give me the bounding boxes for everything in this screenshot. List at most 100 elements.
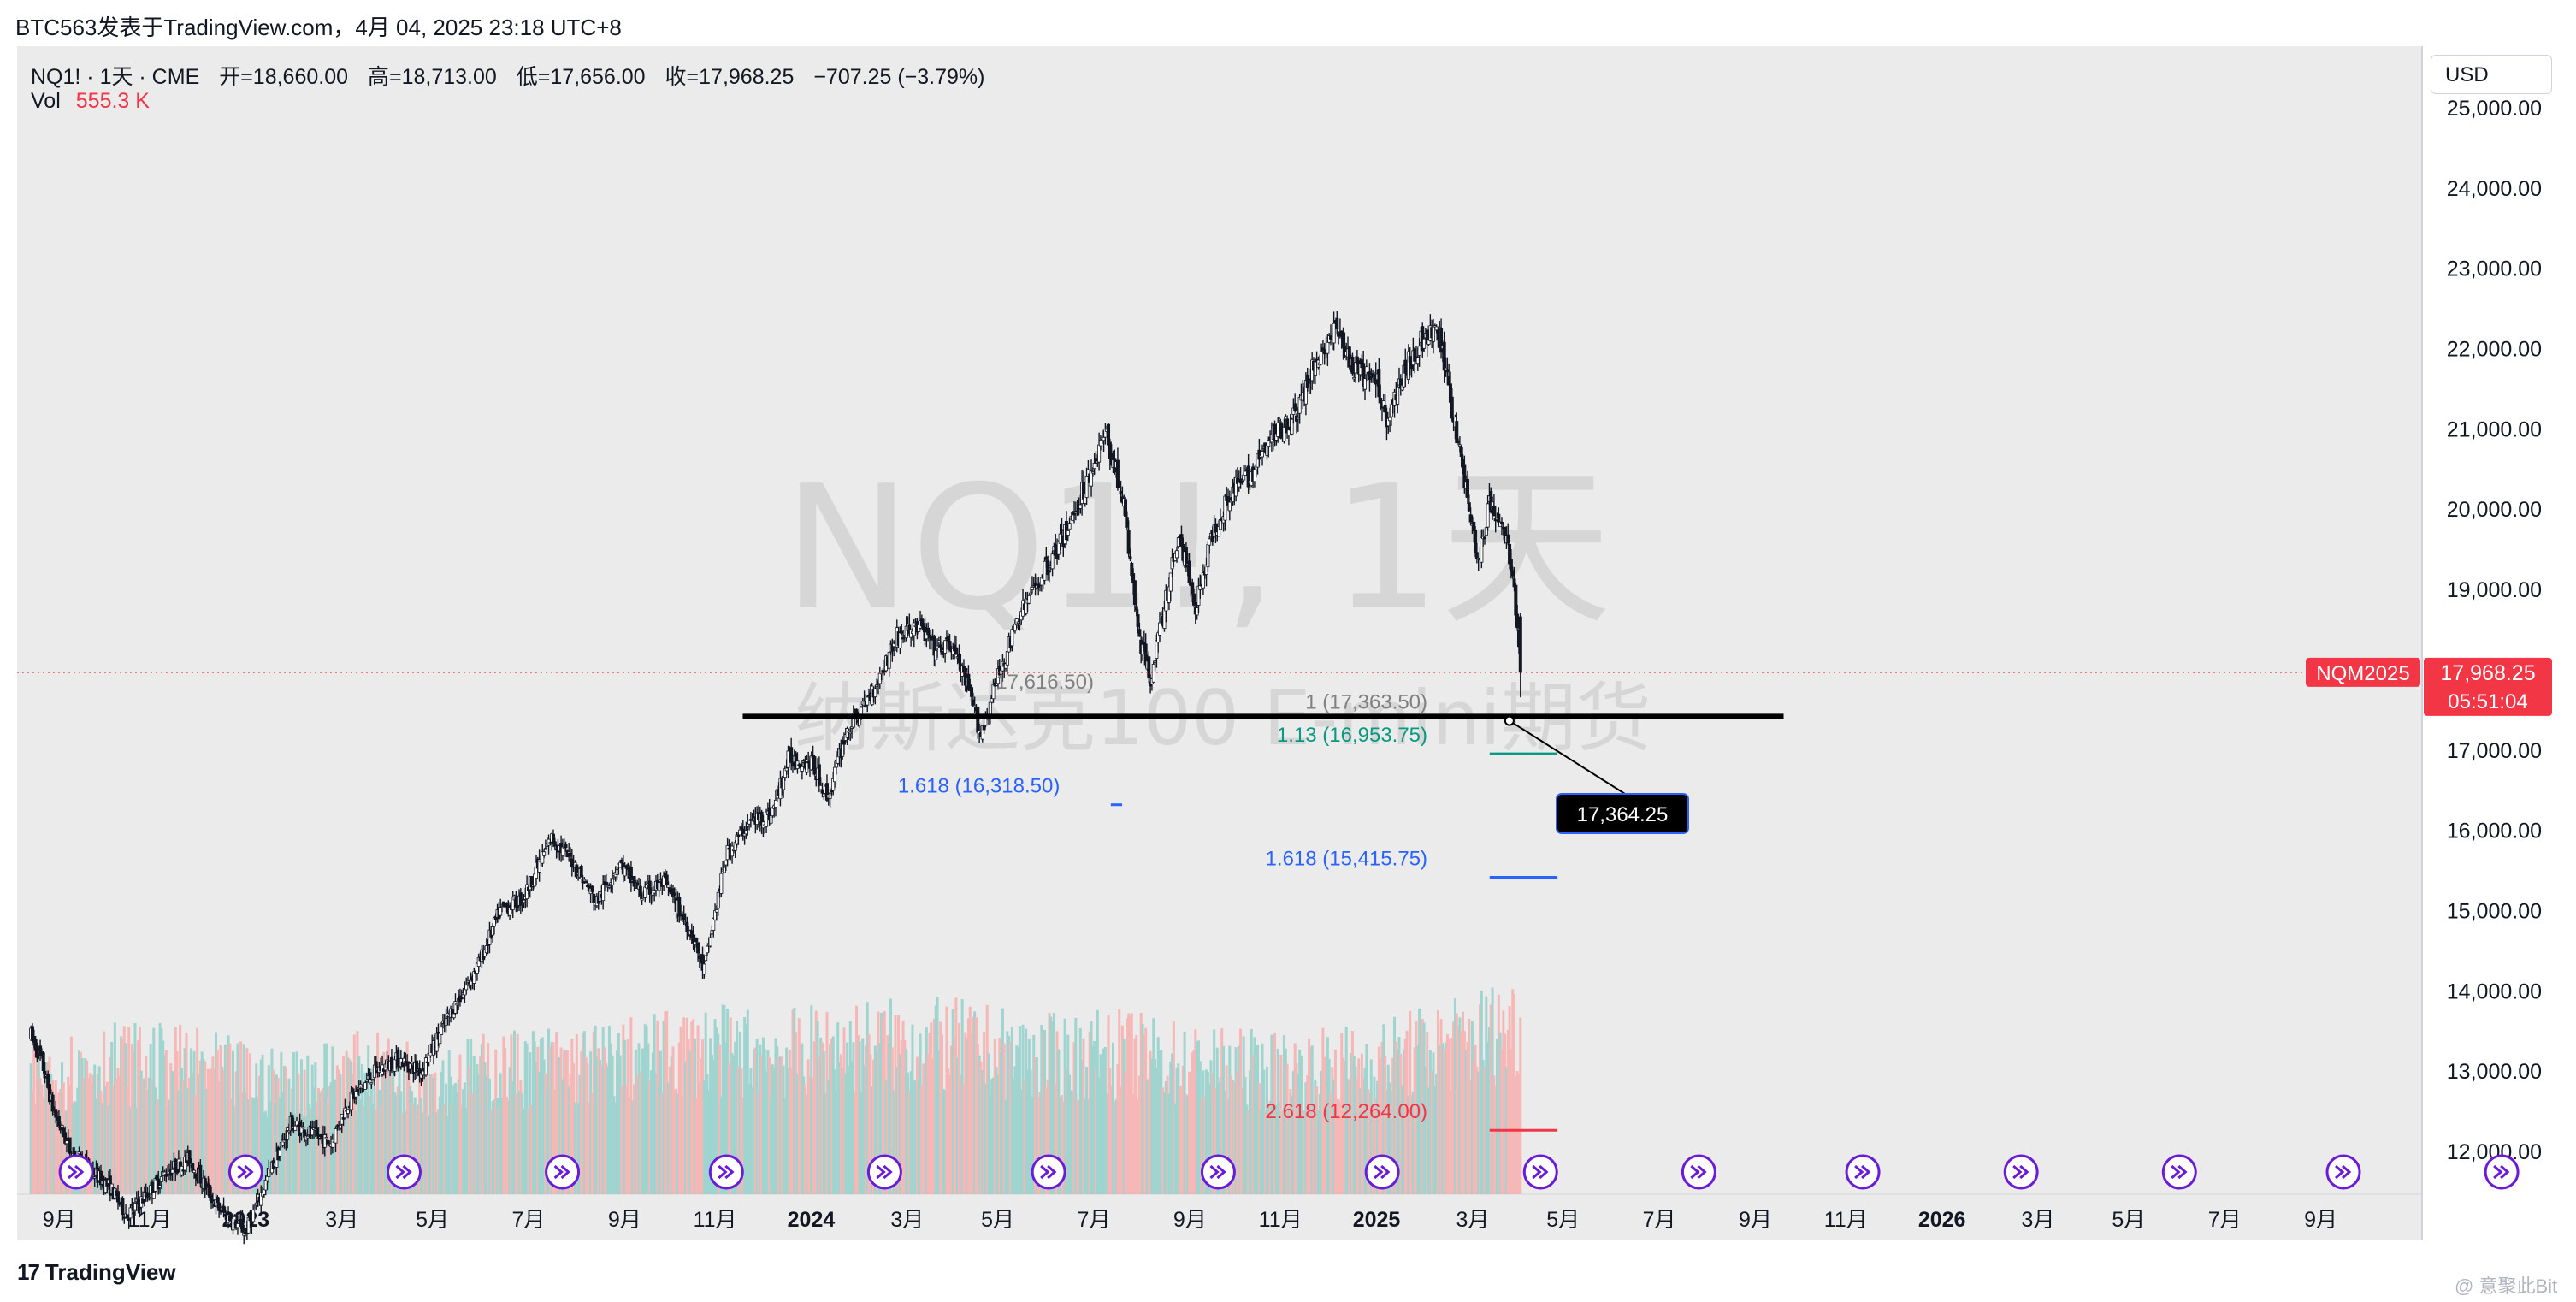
volume-bar: [614, 1102, 617, 1194]
volume-bar: [553, 1089, 557, 1194]
event-marker-icon[interactable]: [1200, 1154, 1236, 1190]
volume-bar: [413, 1097, 417, 1194]
volume-bar: [1043, 1029, 1046, 1194]
volume-bar: [1135, 1034, 1138, 1194]
candle-body: [611, 879, 615, 885]
volume-bar: [1264, 1110, 1267, 1194]
volume-bar: [617, 1033, 620, 1194]
event-marker-icon[interactable]: [866, 1154, 902, 1190]
candle-body: [128, 1207, 133, 1219]
event-marker-icon[interactable]: [386, 1154, 422, 1190]
volume-bar: [44, 1062, 48, 1194]
volume-bar: [1310, 1045, 1314, 1194]
event-marker-icon[interactable]: [1522, 1154, 1558, 1190]
volume-bar: [1318, 1093, 1321, 1194]
candle-body: [459, 997, 464, 1000]
volume-bar: [1333, 1049, 1337, 1194]
volume-bar: [808, 1076, 812, 1194]
candle-body: [368, 1072, 372, 1080]
candle-body: [43, 1070, 47, 1079]
volume-bar: [409, 1086, 412, 1194]
volume-bar: [985, 1004, 989, 1194]
volume-bar: [724, 1042, 728, 1194]
volume-bar: [476, 1064, 479, 1194]
volume-bar: [396, 1086, 399, 1194]
event-marker-icon[interactable]: [2003, 1154, 2039, 1190]
volume-bar: [169, 1062, 173, 1194]
volume-bar: [240, 1092, 244, 1194]
event-marker-icon[interactable]: [2161, 1154, 2197, 1190]
volume-bar: [609, 1043, 612, 1194]
volume-bar: [267, 1065, 270, 1194]
tradingview-logo[interactable]: 17 TradingView: [17, 1259, 176, 1286]
volume-bar: [998, 1038, 1001, 1194]
event-marker-icon[interactable]: [1681, 1154, 1716, 1190]
volume-bar: [759, 1044, 762, 1194]
volume-bar: [552, 1042, 555, 1194]
event-marker-icon[interactable]: [227, 1154, 263, 1190]
volume-bar: [920, 1085, 924, 1194]
volume-bar: [1384, 1056, 1387, 1194]
event-marker-icon[interactable]: [708, 1154, 744, 1190]
fib-level-label: 1.618 (15,415.75): [1266, 847, 1427, 870]
event-marker-icon[interactable]: [545, 1154, 581, 1190]
volume-bar: [1477, 1071, 1480, 1194]
volume-bar: [709, 1038, 712, 1194]
candle-body: [1029, 592, 1033, 595]
candle-body: [1332, 323, 1336, 344]
callout-anchor: [1504, 715, 1515, 726]
volume-bar: [547, 1028, 551, 1194]
event-marker-icon[interactable]: [58, 1154, 94, 1190]
volume-bar: [747, 1084, 751, 1194]
currency-button[interactable]: USD: [2431, 55, 2552, 94]
volume-bar: [535, 1062, 538, 1194]
volume-bar: [804, 1084, 807, 1194]
volume-bar: [286, 1118, 289, 1194]
volume-bar: [1147, 1078, 1150, 1194]
event-marker-icon[interactable]: [1031, 1154, 1066, 1190]
volume-bar: [1402, 1049, 1405, 1194]
volume-bar: [93, 1064, 97, 1194]
volume-bar: [594, 1025, 597, 1194]
volume-bar: [970, 1032, 973, 1194]
volume-bar: [502, 1036, 505, 1194]
volume-bar: [1154, 1059, 1157, 1194]
volume-bar: [717, 1033, 720, 1194]
volume-bar: [894, 1015, 897, 1194]
event-marker-arrow: [876, 1164, 893, 1180]
volume-bar: [664, 1011, 667, 1194]
event-marker-icon[interactable]: [1364, 1154, 1400, 1190]
volume-bar: [174, 1027, 177, 1194]
event-marker-icon[interactable]: [1845, 1154, 1881, 1190]
volume-bar: [377, 1089, 381, 1194]
volume-bar: [325, 1043, 328, 1194]
volume-bar: [989, 1094, 992, 1194]
volume-bar: [1088, 1031, 1091, 1194]
volume-bar: [1144, 1027, 1148, 1194]
event-marker-icon[interactable]: [2484, 1154, 2520, 1190]
candle-body: [1066, 530, 1070, 536]
volume-bar: [681, 1095, 684, 1194]
volume-bar: [1291, 1070, 1295, 1194]
volume-bar: [107, 1105, 110, 1194]
time-tick-label: 5月: [416, 1208, 449, 1232]
candle-body: [719, 873, 724, 894]
volume-bar: [1116, 1063, 1120, 1194]
candle-body: [738, 829, 742, 836]
volume-bar: [676, 1093, 679, 1194]
event-marker-arrow: [1209, 1164, 1226, 1180]
volume-bar: [479, 1056, 482, 1194]
volume-bar: [1497, 994, 1500, 1194]
candle-body: [1362, 378, 1367, 390]
volume-bar: [1385, 1089, 1388, 1194]
volume-bar: [1211, 1073, 1214, 1194]
volume-bar: [155, 1103, 158, 1194]
volume-bar: [939, 1021, 942, 1194]
event-marker-icon[interactable]: [2325, 1154, 2361, 1190]
volume-bar: [1196, 1041, 1199, 1194]
event-marker-arrow: [1532, 1164, 1549, 1180]
volume-bar: [1169, 1061, 1173, 1194]
candle-body: [121, 1198, 125, 1216]
candle-body: [369, 1082, 374, 1085]
